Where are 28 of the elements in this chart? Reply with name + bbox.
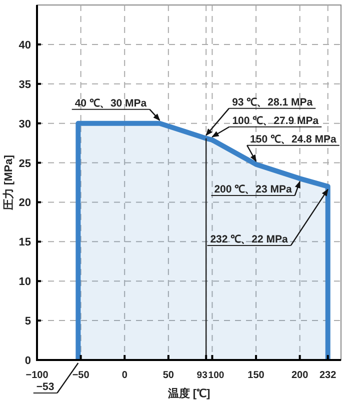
- x-tick-label: 50: [162, 370, 174, 381]
- x-tick-label: −50: [72, 370, 90, 381]
- annotation: 200 ℃、23 MPa: [214, 184, 292, 196]
- x-tick-label: 200: [291, 370, 309, 381]
- annotation: 200 ℃、23 MPa: [210, 180, 300, 196]
- annotation: 93 ℃、28.1 MPa: [232, 96, 313, 108]
- y-tick-label: 20: [18, 197, 31, 210]
- x-tick-label: 93: [196, 370, 208, 381]
- y-tick-label: 40: [18, 39, 31, 52]
- y-tick-label: 35: [18, 78, 31, 91]
- annotation: 100 ℃、27.9 MPa: [232, 114, 319, 127]
- y-tick-label: 10: [18, 276, 31, 288]
- x-tick-label: 100: [208, 370, 224, 381]
- y-tick-label: 25: [18, 158, 31, 170]
- annotation: 40 ℃、30 MPa: [74, 97, 147, 110]
- x-tick-label: 150: [248, 370, 265, 381]
- annotation: 40 ℃、30 MPa: [71, 97, 160, 121]
- annotation: −53: [36, 381, 54, 393]
- x-tick-label: 232: [320, 370, 337, 381]
- y-tick-label: 30: [18, 118, 31, 130]
- annotation: 232 ℃、22 MPa: [210, 233, 288, 246]
- x-tick-label: 0: [122, 370, 128, 381]
- x-tick-label: −100: [26, 370, 49, 381]
- y-tick-label: 15: [18, 236, 31, 249]
- y-axis-title: 圧力 [MPa]: [2, 154, 15, 211]
- y-tick-label: 0: [24, 355, 31, 367]
- y-tick-label: 5: [24, 316, 31, 328]
- x-axis-title: 温度 [℃]: [166, 387, 211, 400]
